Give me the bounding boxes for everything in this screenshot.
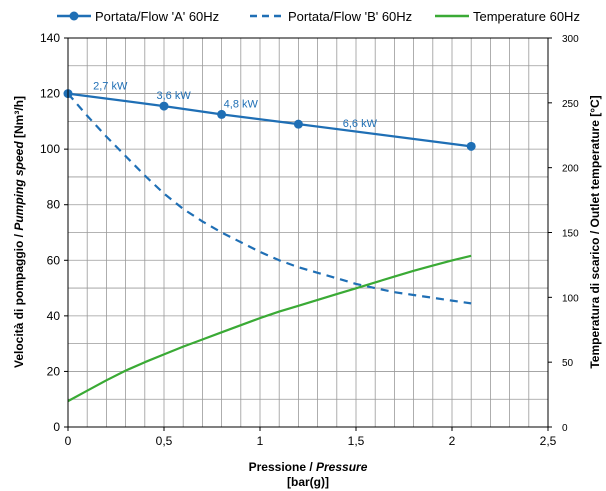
x-axis-title: Pressione / Pressure <box>249 460 368 474</box>
y-tick-label: 20 <box>47 364 61 378</box>
y-axis-left: 0 20 40 60 80 100 120 140 <box>40 31 68 434</box>
y-tick-label: 0 <box>53 420 60 434</box>
legend-label-temperature: Temperature 60Hz <box>473 9 580 24</box>
power-annotation: 6,6 kW <box>343 118 378 130</box>
y-tick-label: 140 <box>40 31 60 45</box>
series-line-temperature <box>67 254 472 403</box>
legend-label-flow-b: Portata/Flow 'B' 60Hz <box>288 9 412 24</box>
plot-frame <box>67 37 549 428</box>
y-axis-right: 0 50 100 150 200 250 300 <box>548 34 579 434</box>
data-point-flow-a <box>466 141 476 151</box>
y-axis-left-title-unit: [Nm³/h] <box>12 96 26 141</box>
y-axis-right-title: Temperatura di scarico / Outlet temperat… <box>588 95 602 368</box>
y-axis-left-title-italic: Pumping speed <box>12 141 26 231</box>
y2-tick-label: 300 <box>562 34 579 45</box>
data-point-flow-a <box>217 109 227 119</box>
y-axis-left-title-main: Velocità di pompaggio / <box>12 231 26 368</box>
legend-marker-flow-a <box>69 11 79 21</box>
legend: Portata/Flow 'A' 60Hz Portata/Flow 'B' 6… <box>57 9 580 24</box>
y2-tick-label: 250 <box>562 99 579 110</box>
series-line-flow-b <box>67 92 472 305</box>
x-tick-label: 0 <box>65 434 72 448</box>
annotations: 2,7 kW 3,6 kW 4,8 kW 6,6 kW <box>93 80 377 130</box>
y2-tick-label: 100 <box>562 293 579 304</box>
legend-label-flow-a: Portata/Flow 'A' 60Hz <box>95 9 219 24</box>
power-annotation: 4,8 kW <box>224 98 259 110</box>
y-tick-label: 40 <box>47 309 61 323</box>
x-axis-title-main: Pressione / <box>249 460 316 474</box>
x-tick-label: 0,5 <box>156 434 173 448</box>
x-tick-label: 2,5 <box>540 434 557 448</box>
y2-tick-label: 150 <box>562 229 579 240</box>
x-axis-title-italic: Pressure <box>316 460 368 474</box>
power-annotation: 2,7 kW <box>93 80 128 92</box>
legend-item-flow-b: Portata/Flow 'B' 60Hz <box>250 9 412 24</box>
x-axis-unit: [bar(g)] <box>287 475 329 489</box>
y2-tick-label: 50 <box>562 358 574 369</box>
x-tick-label: 1,5 <box>348 434 365 448</box>
power-annotation: 3,6 kW <box>156 90 191 102</box>
data-point-flow-a <box>159 101 169 111</box>
y2-tick-label: 0 <box>562 423 568 434</box>
y-tick-label: 100 <box>40 142 60 156</box>
x-axis: 0 0,5 1 1,5 2 2,5 <box>65 427 557 448</box>
plot-series <box>63 89 476 403</box>
y-axis-left-title: Velocità di pompaggio / Pumping speed [N… <box>12 96 26 368</box>
y2-tick-label: 200 <box>562 164 579 175</box>
legend-item-flow-a: Portata/Flow 'A' 60Hz <box>57 9 219 24</box>
y-tick-label: 80 <box>47 198 61 212</box>
legend-item-temperature: Temperature 60Hz <box>435 9 580 24</box>
y-tick-label: 120 <box>40 87 60 101</box>
data-point-flow-a <box>293 119 303 129</box>
x-tick-label: 1 <box>257 434 264 448</box>
y-tick-label: 60 <box>47 253 61 267</box>
x-tick-label: 2 <box>449 434 456 448</box>
